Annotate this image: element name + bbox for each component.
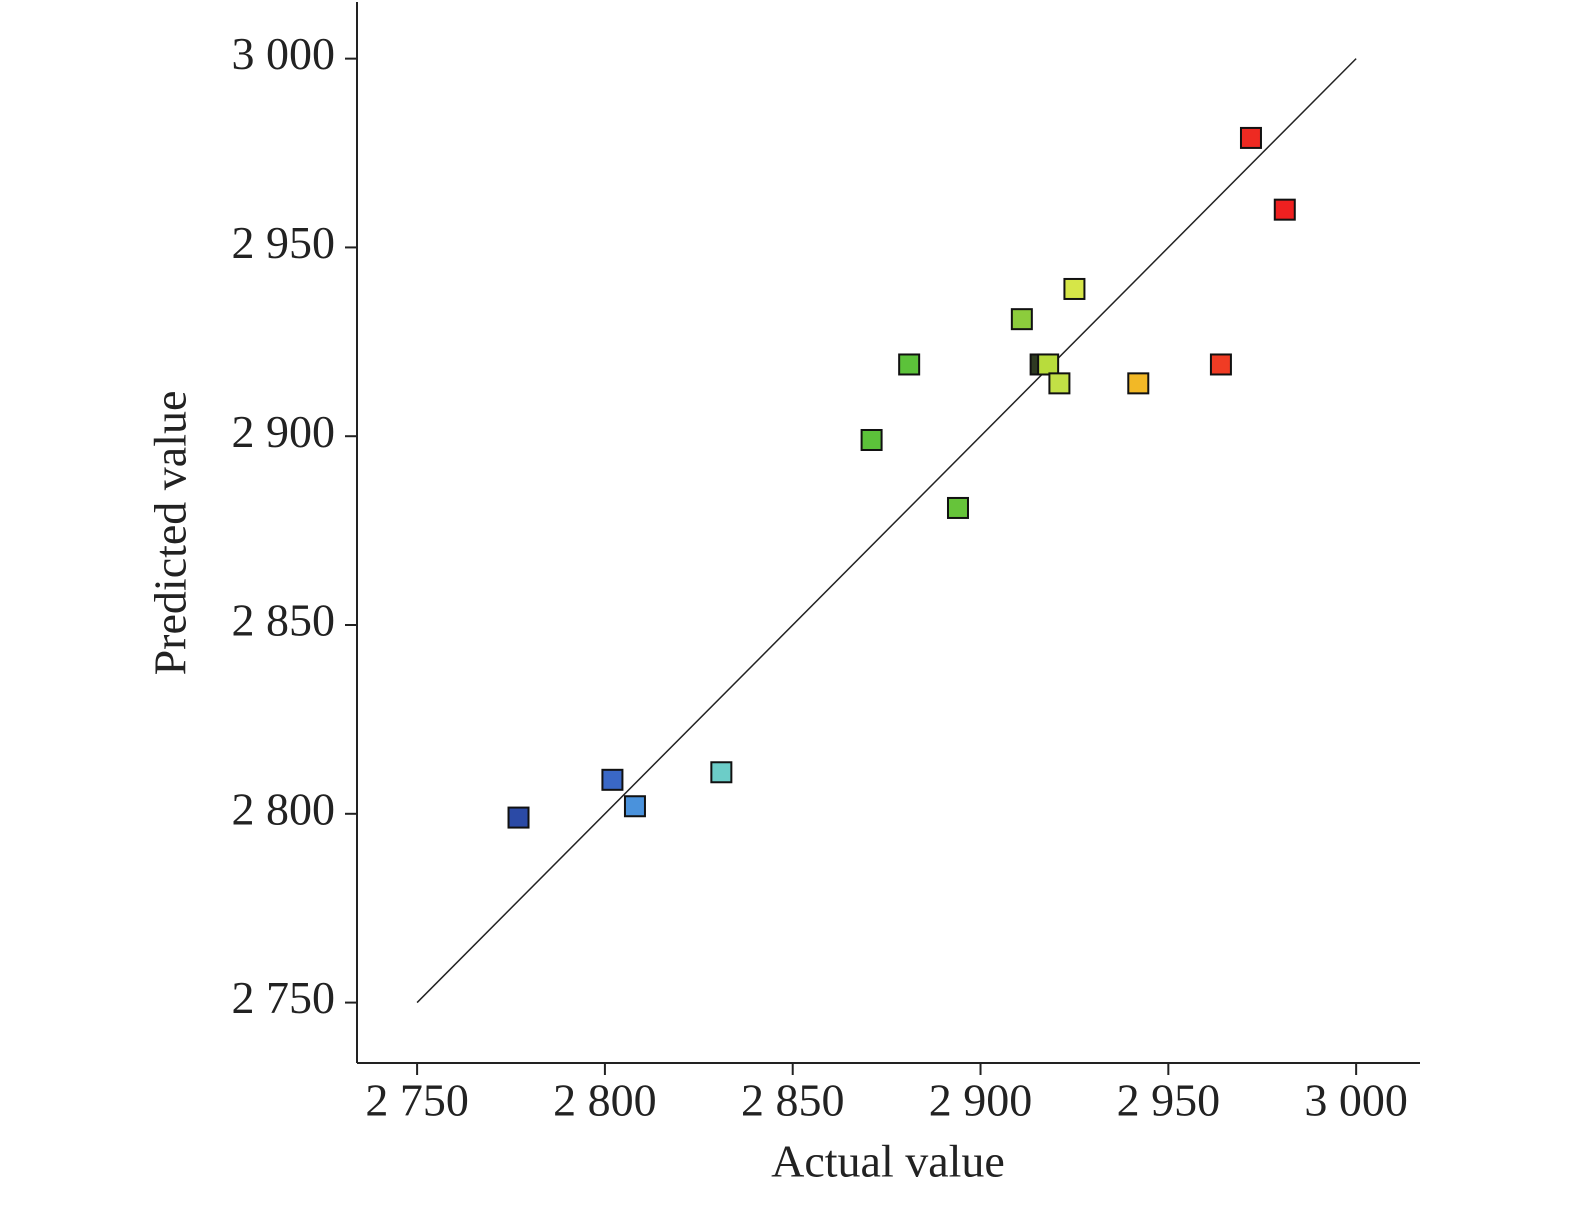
y-tick-label: 3 000 bbox=[232, 28, 336, 79]
y-axis-label: Predicted value bbox=[145, 391, 196, 676]
x-tick-label: 3 000 bbox=[1304, 1075, 1408, 1126]
x-tick-label: 2 800 bbox=[553, 1075, 657, 1126]
point bbox=[623, 795, 646, 818]
x-tick-label: 2 750 bbox=[365, 1075, 469, 1126]
x-tick-label: 2 900 bbox=[929, 1075, 1033, 1126]
reference-line bbox=[416, 58, 1357, 1004]
point bbox=[507, 806, 530, 829]
y-tick-label: 2 750 bbox=[232, 972, 336, 1023]
point bbox=[601, 768, 624, 791]
y-tick-label: 2 800 bbox=[232, 783, 336, 834]
point bbox=[1209, 353, 1232, 376]
point bbox=[1048, 372, 1071, 395]
point bbox=[1037, 353, 1060, 376]
x-tick-label: 2 950 bbox=[1117, 1075, 1221, 1126]
x-tick-label: 2 850 bbox=[741, 1075, 845, 1126]
point bbox=[1127, 372, 1150, 395]
y-tick-label: 2 950 bbox=[232, 217, 336, 268]
x-axis-label: Actual value bbox=[771, 1136, 1005, 1187]
point bbox=[1063, 277, 1086, 300]
point bbox=[946, 496, 969, 519]
point bbox=[1239, 126, 1262, 149]
point bbox=[1273, 198, 1296, 221]
point bbox=[898, 353, 921, 376]
point bbox=[860, 428, 883, 451]
point bbox=[1010, 308, 1033, 331]
point bbox=[710, 761, 733, 784]
y-tick-label: 2 850 bbox=[232, 595, 336, 646]
y-tick-label: 2 900 bbox=[232, 406, 336, 457]
